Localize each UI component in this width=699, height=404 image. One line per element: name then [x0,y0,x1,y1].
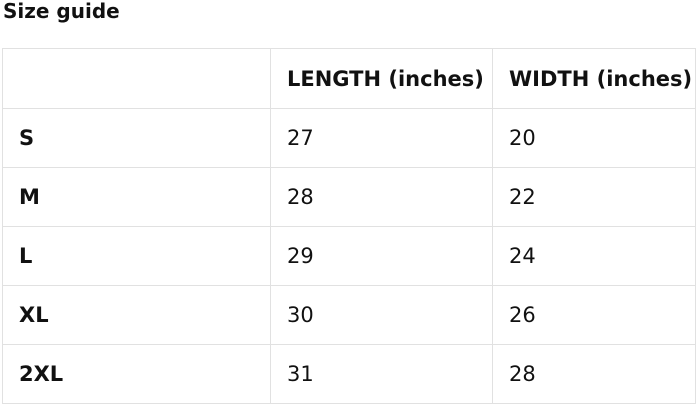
length-column-header: LENGTH (inches) [270,48,493,109]
length-value-cell: 31 [270,344,493,404]
length-value-cell: 30 [270,285,493,345]
table-row: M 28 22 [2,167,696,227]
size-column-header [2,48,271,109]
table-row: XL 30 26 [2,285,696,345]
size-guide-title: Size guide [3,0,120,23]
size-guide-table: LENGTH (inches) WIDTH (inches) S 27 20 M… [2,48,696,404]
width-column-header: WIDTH (inches) [492,48,696,109]
size-label-cell: 2XL [2,344,271,404]
width-value-cell: 20 [492,108,696,168]
width-value-cell: 24 [492,226,696,286]
size-label-cell: S [2,108,271,168]
width-value-cell: 28 [492,344,696,404]
table-row: S 27 20 [2,108,696,168]
header-row: LENGTH (inches) WIDTH (inches) [2,48,696,109]
length-value-cell: 27 [270,108,493,168]
size-label-cell: M [2,167,271,227]
size-label-cell: XL [2,285,271,345]
length-value-cell: 29 [270,226,493,286]
table-row: L 29 24 [2,226,696,286]
length-value-cell: 28 [270,167,493,227]
table-row: 2XL 31 28 [2,344,696,404]
size-label-cell: L [2,226,271,286]
width-value-cell: 26 [492,285,696,345]
width-value-cell: 22 [492,167,696,227]
